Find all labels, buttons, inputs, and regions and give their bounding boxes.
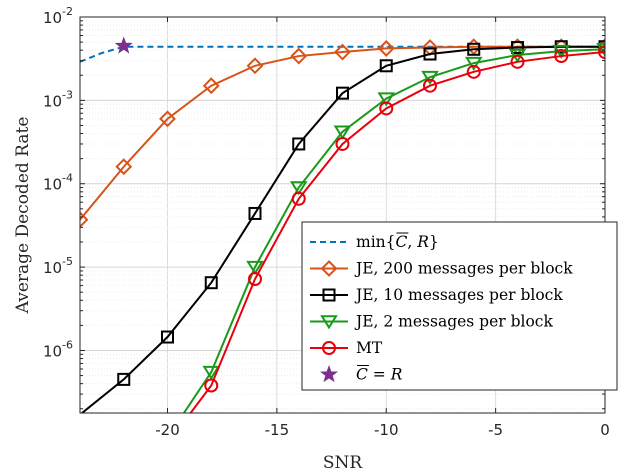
y-tick-exponent: -6 <box>62 338 73 351</box>
legend-label: MT <box>356 339 383 357</box>
legend-marker <box>320 260 338 277</box>
legend-marker <box>320 315 338 330</box>
plot-frame <box>79 16 606 414</box>
data-point-je10 <box>117 372 131 386</box>
legend-label: JE, 200 messages per block <box>354 260 573 278</box>
legend-label: JE, 10 messages per block <box>354 286 563 304</box>
data-point-je2 <box>289 181 308 196</box>
y-tick-base: 10 <box>43 342 62 360</box>
data-point-mt <box>379 101 394 116</box>
y-tick-base: 10 <box>43 176 62 194</box>
data-point-je200 <box>115 158 133 176</box>
data-point-je2 <box>377 92 396 107</box>
legend-item-mt: MT <box>310 339 383 357</box>
data-point-je10 <box>511 41 524 55</box>
data-point-je10 <box>379 59 393 73</box>
data-point-mt <box>466 64 481 79</box>
plot-area <box>80 36 605 413</box>
data-point-je10 <box>292 137 306 151</box>
data-point-je2 <box>596 43 605 58</box>
x-tick-label: -10 <box>374 421 399 439</box>
data-point-je10 <box>248 206 262 220</box>
y-tick-label: 10-2 <box>43 5 73 27</box>
data-point-mt <box>248 271 262 286</box>
legend-label: min{C, R} <box>356 233 439 251</box>
y-tick-exponent: -2 <box>62 5 73 18</box>
series-line-je10 <box>80 45 605 413</box>
y-axis-title: Average Decoded Rate <box>13 117 33 315</box>
data-point-je200 <box>80 211 89 229</box>
data-point-je200 <box>377 39 395 57</box>
data-point-mt <box>598 45 605 60</box>
axis-ticks: -20 -15 -10 -5 010-610-510-410-310-2 <box>43 5 610 439</box>
data-point-je200 <box>159 110 176 128</box>
data-point-star <box>114 36 133 54</box>
legend-item-cap: min{C, R} <box>310 233 439 251</box>
y-tick-label: 10-4 <box>43 172 73 194</box>
data-point-je2 <box>202 365 221 380</box>
plot-series <box>80 36 605 413</box>
data-point-je10 <box>336 86 349 100</box>
data-point-je2 <box>421 70 439 85</box>
legend-label: JE, 2 messages per block <box>354 313 553 331</box>
data-point-mt <box>204 378 219 393</box>
data-point-je2 <box>464 56 483 71</box>
data-point-je200 <box>290 47 308 65</box>
data-point-mt <box>510 54 525 69</box>
x-tick-label: -20 <box>155 421 180 439</box>
legend-marker <box>322 341 336 355</box>
legend-marker <box>322 288 336 302</box>
legend-box <box>301 221 618 391</box>
data-point-je10 <box>161 330 174 344</box>
legend-item-je200: JE, 200 messages per block <box>310 260 573 278</box>
data-point-mt <box>423 78 437 93</box>
legend-item-star: C = R <box>320 365 403 384</box>
y-tick-exponent: -4 <box>62 172 73 185</box>
data-point-je10 <box>467 42 481 56</box>
data-point-je10 <box>423 47 437 61</box>
data-point-je10 <box>204 276 218 290</box>
x-tick-label: -15 <box>265 421 290 439</box>
data-point-je200 <box>202 77 220 95</box>
data-point-je200 <box>246 57 264 75</box>
x-tick-label: 0 <box>600 421 610 439</box>
data-point-je2 <box>246 260 264 275</box>
y-tick-label: 10-3 <box>43 88 73 110</box>
series-star <box>114 36 133 54</box>
legend-marker <box>320 365 338 383</box>
y-tick-label: 10-6 <box>43 338 73 360</box>
data-point-mt <box>554 49 569 64</box>
series-je2 <box>182 43 605 413</box>
series-line-je2 <box>182 48 605 413</box>
x-axis-title: SNR <box>323 453 364 472</box>
y-tick-exponent: -3 <box>62 88 73 101</box>
series-mt <box>189 45 605 413</box>
y-tick-base: 10 <box>43 92 62 110</box>
y-tick-exponent: -5 <box>62 255 73 268</box>
data-point-mt <box>291 191 306 206</box>
legend-item-je10: JE, 10 messages per block <box>310 286 563 304</box>
x-tick-label: -5 <box>488 421 503 439</box>
data-point-je2 <box>508 48 527 63</box>
legend-label: C = R <box>356 366 403 384</box>
series-line-mt <box>189 51 605 413</box>
y-tick-base: 10 <box>43 259 62 277</box>
y-tick-label: 10-5 <box>43 255 73 277</box>
data-point-mt <box>335 136 350 151</box>
legend-item-je2: JE, 2 messages per block <box>310 313 553 331</box>
data-point-je2 <box>333 125 352 140</box>
legend: min{C, R} JE, 200 messages per block JE, 1… <box>301 221 618 391</box>
data-point-je200 <box>334 43 351 61</box>
y-tick-base: 10 <box>43 9 62 27</box>
